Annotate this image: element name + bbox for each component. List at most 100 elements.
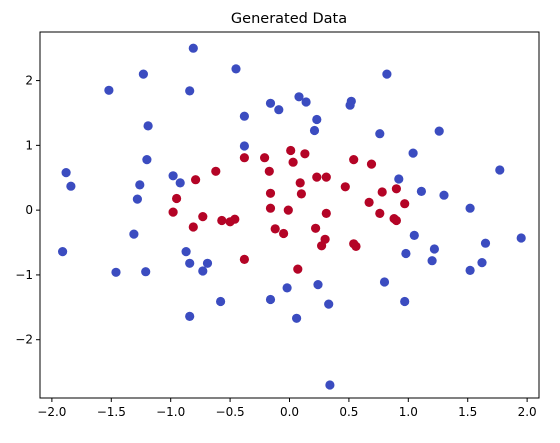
data-point-red	[230, 214, 240, 224]
data-point-blue	[325, 380, 335, 390]
data-point-blue	[465, 265, 475, 275]
data-point-blue	[61, 168, 71, 178]
data-point-red	[239, 153, 249, 163]
data-point-red	[296, 189, 306, 199]
data-point-red	[366, 159, 377, 169]
data-point-red	[391, 215, 401, 226]
data-point-red	[300, 149, 310, 159]
data-point-blue	[439, 190, 449, 200]
data-point-blue	[401, 248, 411, 259]
axis-ticks: −2.0 −1.5 −1.0 −0.5 0.0 0.5 1.0 1.5 2.0 −2 −1 0 1 2	[15, 74, 536, 419]
data-point-blue	[394, 174, 404, 184]
data-point-blue	[175, 178, 185, 188]
y-tick-label: 0	[25, 203, 33, 217]
data-point-blue	[143, 121, 153, 131]
data-point-red	[211, 166, 221, 176]
data-point-red	[286, 145, 296, 156]
x-tick-label: −1.0	[156, 405, 185, 419]
y-tick-label: −2	[15, 333, 33, 347]
data-point-blue	[135, 180, 145, 190]
data-point-red	[198, 212, 208, 222]
data-point-blue	[408, 148, 418, 158]
data-point-blue	[274, 105, 284, 115]
data-point-blue	[141, 267, 151, 277]
data-point-blue	[312, 114, 322, 125]
data-point-blue	[58, 247, 68, 257]
data-point-blue	[313, 280, 323, 290]
data-point-red	[265, 188, 276, 198]
y-tick-label: 2	[25, 74, 33, 88]
data-point-blue	[132, 194, 142, 204]
data-point-blue	[265, 294, 276, 305]
data-point-blue	[138, 69, 148, 79]
x-tick-label: −0.5	[216, 405, 245, 419]
data-point-blue	[231, 64, 241, 74]
x-tick-label: 1.5	[458, 405, 477, 419]
data-point-blue	[379, 277, 390, 287]
plot-frame	[39, 31, 540, 399]
data-point-blue	[66, 181, 76, 191]
data-point-blue	[294, 92, 304, 102]
data-point-blue	[516, 233, 526, 243]
y-tick-label: 1	[25, 138, 33, 152]
x-tick-label: 0.5	[339, 405, 358, 419]
data-point-red	[188, 222, 198, 232]
data-point-blue	[465, 203, 475, 213]
data-point-blue	[375, 129, 385, 139]
data-point-blue	[301, 97, 311, 107]
data-point-red	[288, 157, 298, 167]
data-point-blue	[104, 85, 114, 95]
x-tick-label: 0.0	[280, 405, 299, 419]
data-point-blue	[324, 299, 334, 309]
data-point-blue	[409, 230, 419, 240]
data-point-red	[293, 264, 303, 274]
chart-title: Generated Data	[231, 11, 347, 27]
x-tick-label: −1.5	[97, 405, 126, 419]
data-point-blue	[168, 171, 178, 181]
data-point-blue	[292, 313, 302, 323]
data-point-red	[264, 166, 274, 176]
data-point-red	[239, 254, 249, 264]
x-tick-label: 2.0	[518, 405, 537, 419]
data-point-blue	[265, 98, 276, 108]
data-point-red	[375, 208, 385, 218]
data-point-blue	[239, 111, 249, 121]
y-tick-label: −1	[15, 268, 33, 282]
data-point-blue	[427, 256, 437, 266]
data-point-red	[400, 199, 410, 209]
data-point-blue	[142, 155, 152, 165]
plot-area	[40, 32, 539, 398]
x-tick-label: −2.0	[37, 405, 66, 419]
data-point-red	[349, 155, 359, 165]
data-point-blue	[400, 296, 410, 307]
data-point-blue	[239, 141, 249, 151]
data-point-red	[377, 187, 387, 197]
data-point-blue	[282, 283, 292, 293]
data-point-blue	[480, 238, 491, 248]
data-point-red	[260, 153, 270, 163]
data-point-blue	[185, 258, 195, 268]
data-point-blue	[202, 258, 213, 268]
data-point-blue	[495, 165, 505, 175]
data-point-blue	[416, 186, 426, 196]
x-tick-label: 1.0	[399, 405, 418, 419]
data-point-blue	[429, 244, 439, 254]
data-point-red	[265, 203, 276, 213]
data-point-blue	[198, 266, 208, 276]
data-point-blue	[345, 100, 355, 110]
data-point-blue	[382, 69, 392, 79]
data-point-red	[351, 241, 361, 251]
data-point-red	[283, 205, 293, 215]
data-point-red	[217, 215, 227, 226]
data-point-blue	[216, 296, 226, 307]
data-point-red	[279, 228, 289, 239]
data-point-red	[172, 193, 182, 204]
data-point-blue	[477, 258, 487, 268]
data-point-blue	[181, 247, 191, 257]
data-points	[58, 43, 526, 390]
data-point-red	[295, 178, 305, 188]
data-point-blue	[111, 267, 121, 277]
data-point-red	[312, 172, 322, 182]
data-point-red	[364, 197, 374, 207]
